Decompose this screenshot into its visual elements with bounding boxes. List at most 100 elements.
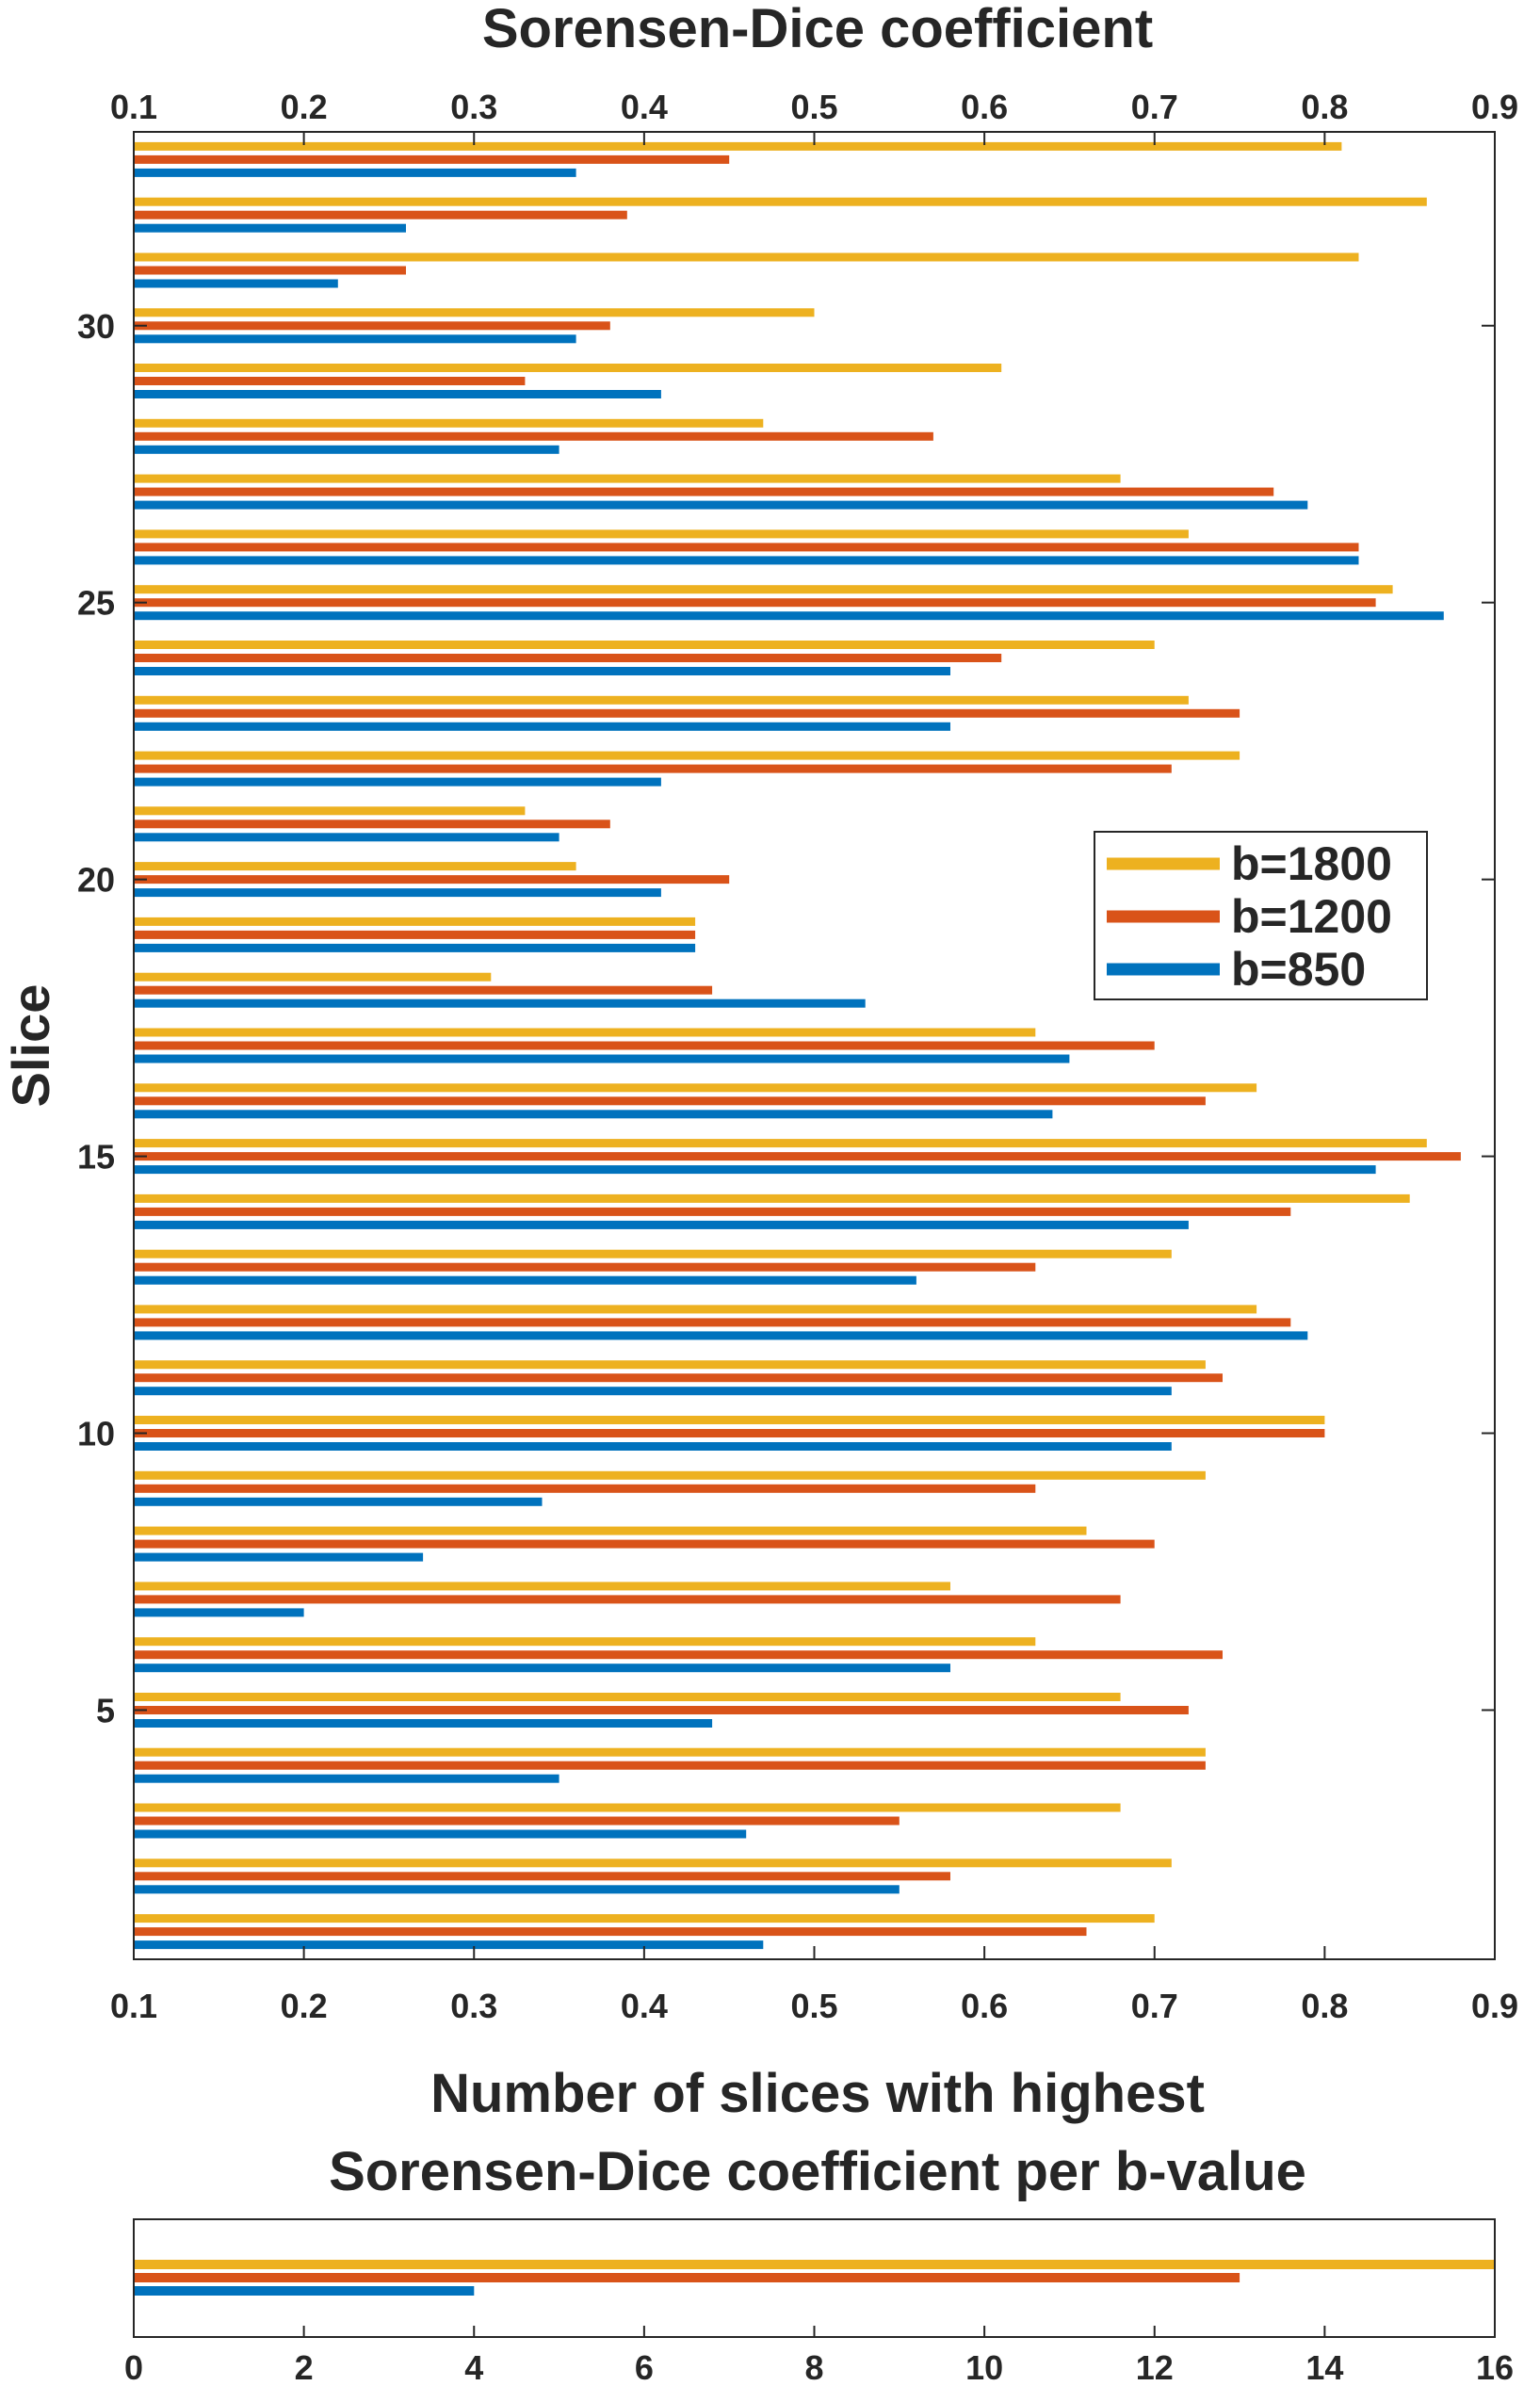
bar-b850-slice-28 <box>134 445 559 454</box>
bar-b850-slice-12 <box>134 1331 1308 1340</box>
summary-x-tick-label: 14 <box>1305 2348 1343 2386</box>
summary-x-tick-label: 6 <box>635 2348 654 2386</box>
bar-b1200-slice-16 <box>134 1096 1206 1106</box>
bar-b1200-slice-21 <box>134 820 610 829</box>
bar-b850-slice-22 <box>134 777 661 787</box>
bar-b1200-slice-5 <box>134 1706 1189 1714</box>
summary-bars <box>134 2260 1495 2296</box>
summary-tick-labels: 0 2 4 6 8 10 12 14 16 <box>124 2326 1514 2386</box>
summary-bar-b1800 <box>134 2260 1495 2269</box>
bar-b1200-slice-7 <box>134 1595 1121 1604</box>
summary-title-line-1: Number of slices with highest <box>430 2063 1205 2124</box>
bar-b1200-slice-14 <box>134 1207 1291 1216</box>
bar-b850-slice-10 <box>134 1442 1172 1451</box>
bar-b850-slice-6 <box>134 1664 950 1673</box>
bar-b1200-slice-19 <box>134 930 696 939</box>
bar-b850-slice-24 <box>134 667 950 675</box>
bar-b850-slice-13 <box>134 1275 916 1285</box>
bar-b1800-slice-1 <box>134 1914 1155 1923</box>
bottom-x-tick-label: 0.9 <box>1471 1987 1518 2025</box>
y-tick-label: 10 <box>77 1415 115 1453</box>
bar-b1800-slice-31 <box>134 252 1359 262</box>
bar-b850-slice-11 <box>134 1387 1172 1396</box>
bar-b850-slice-7 <box>134 1608 304 1617</box>
bar-b850-slice-20 <box>134 888 661 898</box>
bar-b1200-slice-4 <box>134 1761 1206 1770</box>
bar-b1800-slice-28 <box>134 418 764 428</box>
bar-b1200-slice-33 <box>134 154 730 164</box>
bar-b1200-slice-22 <box>134 764 1172 773</box>
bar-b1200-slice-20 <box>134 875 730 885</box>
bar-b850-slice-14 <box>134 1220 1189 1229</box>
summary-title-line-2: Sorensen-Dice coefficient per b-value <box>329 2141 1306 2202</box>
main-bars <box>134 141 1461 1950</box>
bottom-x-tick-label: 0.6 <box>961 1987 1008 2025</box>
bar-b1800-slice-3 <box>134 1803 1121 1812</box>
bar-b850-slice-1 <box>134 1940 764 1950</box>
bar-b850-slice-3 <box>134 1829 747 1839</box>
bar-b850-slice-5 <box>134 1719 713 1728</box>
summary-bar-b1200 <box>134 2273 1240 2282</box>
legend: b=1800 b=1200 b=850 <box>1094 831 1428 1000</box>
main-y-tick-labels: 5 10 15 20 25 30 <box>77 307 1495 1729</box>
bar-b1200-slice-15 <box>134 1152 1461 1161</box>
bar-b850-slice-31 <box>134 279 338 288</box>
bar-b850-slice-27 <box>134 500 1308 510</box>
summary-x-tick-label: 2 <box>295 2348 314 2386</box>
y-tick-label: 15 <box>77 1138 115 1177</box>
bar-b1800-slice-23 <box>134 695 1189 705</box>
bar-b1800-slice-26 <box>134 529 1189 539</box>
bar-b850-slice-21 <box>134 833 559 842</box>
summary-chart: Number of slices with highest Sorensen-D… <box>124 2063 1514 2386</box>
bar-b850-slice-33 <box>134 168 576 177</box>
y-tick-label: 30 <box>77 307 115 346</box>
y-tick-label: 5 <box>96 1691 115 1729</box>
bar-b1200-slice-29 <box>134 377 526 385</box>
top-x-tick-label: 0.3 <box>450 88 497 126</box>
bar-b1800-slice-15 <box>134 1139 1427 1148</box>
bar-b1200-slice-1 <box>134 1927 1087 1937</box>
bar-b1200-slice-6 <box>134 1650 1223 1660</box>
bar-b850-slice-16 <box>134 1110 1053 1119</box>
bar-b850-slice-26 <box>134 556 1359 565</box>
bar-b850-slice-29 <box>134 390 661 398</box>
summary-x-tick-label: 4 <box>464 2348 483 2386</box>
bottom-x-tick-label: 0.7 <box>1131 1987 1178 2025</box>
bar-b1200-slice-31 <box>134 266 406 275</box>
bar-b1800-slice-19 <box>134 917 696 926</box>
top-x-tick-label: 0.7 <box>1131 88 1178 126</box>
bar-b1800-slice-29 <box>134 364 1002 372</box>
bar-b850-slice-32 <box>134 223 406 233</box>
bottom-x-tick-label: 0.2 <box>281 1987 328 2025</box>
bar-b1800-slice-11 <box>134 1360 1206 1370</box>
bar-b1800-slice-18 <box>134 972 492 982</box>
bar-b1800-slice-16 <box>134 1083 1257 1093</box>
bar-b1800-slice-14 <box>134 1193 1410 1203</box>
bar-b1200-slice-27 <box>134 487 1274 496</box>
bar-b1200-slice-26 <box>134 543 1359 552</box>
bar-b1800-slice-9 <box>134 1470 1206 1480</box>
y-tick-label: 20 <box>77 861 115 900</box>
bar-b1200-slice-30 <box>134 321 610 331</box>
bar-b1200-slice-24 <box>134 654 1002 662</box>
bar-b1200-slice-2 <box>134 1872 950 1881</box>
bar-b1800-slice-12 <box>134 1305 1257 1314</box>
bar-b1800-slice-6 <box>134 1637 1036 1647</box>
bar-b850-slice-15 <box>134 1165 1376 1175</box>
top-x-tick-label: 0.8 <box>1301 88 1348 126</box>
bar-b1200-slice-11 <box>134 1373 1223 1383</box>
bottom-x-tick-label: 0.3 <box>450 1987 497 2025</box>
bottom-x-tick-label: 0.5 <box>790 1987 837 2025</box>
bar-b1200-slice-12 <box>134 1318 1291 1327</box>
summary-x-tick-label: 16 <box>1476 2348 1514 2386</box>
bar-b1800-slice-24 <box>134 641 1155 649</box>
bar-b1200-slice-17 <box>134 1041 1155 1050</box>
legend-label-b1200: b=1200 <box>1231 890 1392 943</box>
bar-b850-slice-17 <box>134 1054 1070 1063</box>
main-chart-title: Sorensen-Dice coefficient <box>482 0 1153 59</box>
top-x-tick-label: 0.2 <box>281 88 328 126</box>
bar-b1800-slice-27 <box>134 474 1121 483</box>
bar-b1800-slice-2 <box>134 1858 1172 1868</box>
top-x-tick-label: 0.5 <box>790 88 837 126</box>
bar-b850-slice-9 <box>134 1497 543 1506</box>
